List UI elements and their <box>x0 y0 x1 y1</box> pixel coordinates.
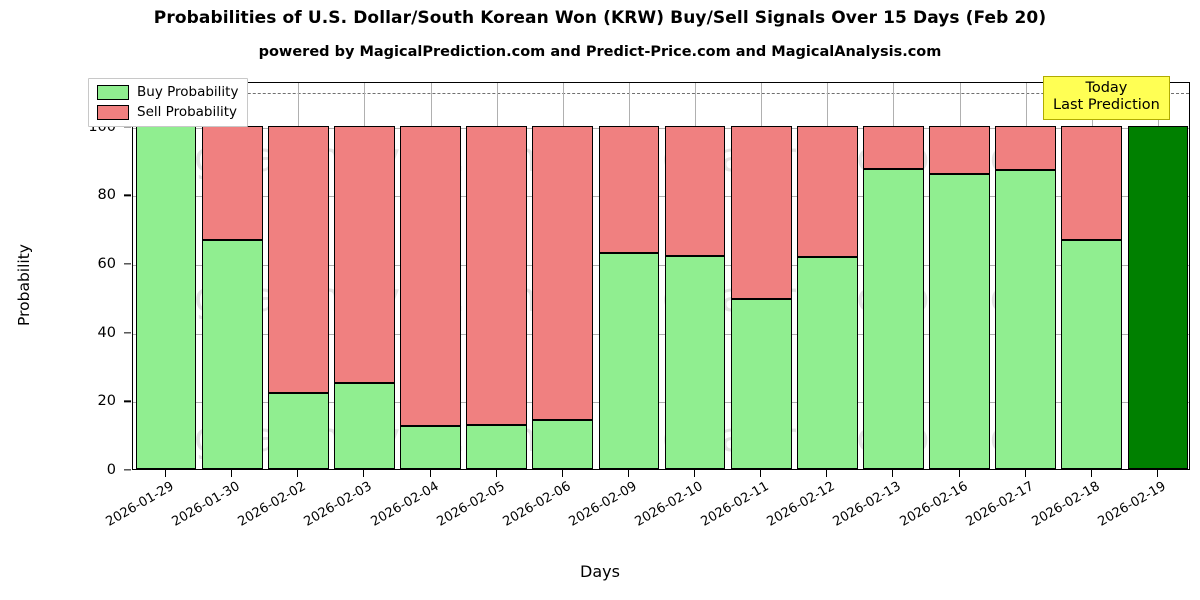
chart-legend: Buy Probability Sell Probability <box>88 78 249 127</box>
bar-segment-sell <box>466 125 528 426</box>
x-axis-tick-mark <box>959 470 961 477</box>
bar-segment-buy <box>929 174 990 469</box>
bar-segment-sell <box>201 125 263 240</box>
bar-column[interactable] <box>466 83 528 469</box>
x-axis-tick-mark <box>165 470 167 477</box>
bar-column[interactable] <box>201 83 263 469</box>
bar-segment-buy <box>796 257 858 469</box>
x-axis-tick-mark <box>430 470 432 477</box>
x-axis-label: Days <box>580 562 620 581</box>
y-axis-tick-mark <box>124 469 131 471</box>
bar-segment-sell <box>598 125 660 253</box>
x-axis-tick-mark <box>694 470 696 477</box>
x-axis-tick-mark <box>562 470 564 477</box>
bar-segment-buy <box>334 383 395 469</box>
bar-column[interactable] <box>730 83 792 469</box>
reference-line <box>133 93 1189 95</box>
bar-segment-sell <box>863 125 924 170</box>
bar-segment-sell <box>664 125 726 257</box>
bar-column[interactable] <box>598 83 660 469</box>
bar-segment-sell <box>532 125 594 421</box>
y-axis-tick-mark <box>124 400 131 402</box>
y-axis-tick-mark <box>124 263 131 265</box>
today-annotation-line1: Today <box>1085 80 1128 96</box>
bar-column[interactable] <box>1127 83 1189 469</box>
legend-item-sell: Sell Probability <box>97 104 238 120</box>
y-axis-label: Probability <box>15 244 33 326</box>
bar-column[interactable] <box>267 83 329 469</box>
chart-subtitle: powered by MagicalPrediction.com and Pre… <box>258 44 942 60</box>
bar-segment-buy <box>532 420 594 469</box>
bar-column[interactable] <box>135 83 197 469</box>
bar-segment-buy <box>1061 239 1123 469</box>
bar-segment-sell <box>400 125 461 427</box>
x-axis-tick-mark <box>826 470 828 477</box>
bar-segment-today <box>1127 125 1189 469</box>
bar-segment-sell <box>995 125 1057 171</box>
bar-segment-buy <box>400 426 461 469</box>
bar-column[interactable] <box>995 83 1057 469</box>
y-axis-tick-label: 60 <box>97 255 116 272</box>
bar-segment-buy <box>863 169 924 469</box>
bar-column[interactable] <box>334 83 395 469</box>
bar-segment-sell <box>1061 125 1123 240</box>
bar-segment-sell <box>796 125 858 258</box>
gridline-horizontal <box>133 196 1189 198</box>
legend-label-buy: Buy Probability <box>137 84 239 100</box>
bar-column[interactable] <box>400 83 461 469</box>
x-axis-tick-mark <box>231 470 233 477</box>
bars-layer <box>133 83 1189 469</box>
y-axis-tick-label: 40 <box>97 324 116 341</box>
bar-column[interactable] <box>532 83 594 469</box>
bar-column[interactable] <box>863 83 924 469</box>
bar-segment-buy <box>466 425 528 469</box>
x-axis-tick-mark <box>760 470 762 477</box>
bar-column[interactable] <box>1061 83 1123 469</box>
today-annotation: Today Last Prediction <box>1043 76 1170 121</box>
bar-segment-buy <box>135 125 197 469</box>
gridline-horizontal <box>133 264 1189 266</box>
bar-column[interactable] <box>929 83 990 469</box>
bar-segment-buy <box>201 239 263 469</box>
bar-segment-sell <box>334 125 395 384</box>
bar-segment-buy <box>995 170 1057 469</box>
bar-segment-sell <box>929 125 990 175</box>
bar-segment-sell <box>730 125 792 300</box>
x-axis-tick-mark <box>297 470 299 477</box>
gridline-horizontal <box>133 333 1189 335</box>
bar-column[interactable] <box>796 83 858 469</box>
legend-swatch-sell <box>97 104 129 120</box>
x-axis-tick-mark <box>1091 470 1093 477</box>
y-axis-tick-mark <box>124 331 131 334</box>
today-annotation-line2: Last Prediction <box>1053 97 1160 114</box>
bar-segment-buy <box>730 299 792 469</box>
x-axis-tick-mark <box>1025 470 1027 477</box>
x-axis-tick-mark <box>628 470 630 477</box>
y-axis-tick-label: 0 <box>106 462 116 478</box>
legend-label-sell: Sell Probability <box>137 104 238 120</box>
gridline-horizontal <box>133 127 1189 129</box>
y-axis-tick-mark <box>124 194 131 196</box>
y-axis-tick-label: 20 <box>97 393 116 410</box>
gridline-horizontal <box>133 402 1189 404</box>
y-axis-tick-label: 80 <box>97 187 116 204</box>
legend-swatch-buy <box>97 84 129 100</box>
bar-segment-buy <box>664 256 726 469</box>
x-axis-tick-mark <box>363 470 365 477</box>
bar-column[interactable] <box>664 83 726 469</box>
legend-item-buy: Buy Probability <box>97 84 238 100</box>
x-axis-tick-mark <box>1157 470 1159 477</box>
x-axis-tick-mark <box>496 470 498 477</box>
bar-segment-buy <box>598 252 660 469</box>
bar-segment-buy <box>267 392 329 469</box>
x-axis-tick-mark <box>892 470 894 477</box>
page-title: Probabilities of U.S. Dollar/South Korea… <box>153 8 1047 28</box>
bar-segment-sell <box>267 125 329 393</box>
plot-area: MagicalAnalysis.comMagicalPrediction.com… <box>132 82 1190 470</box>
